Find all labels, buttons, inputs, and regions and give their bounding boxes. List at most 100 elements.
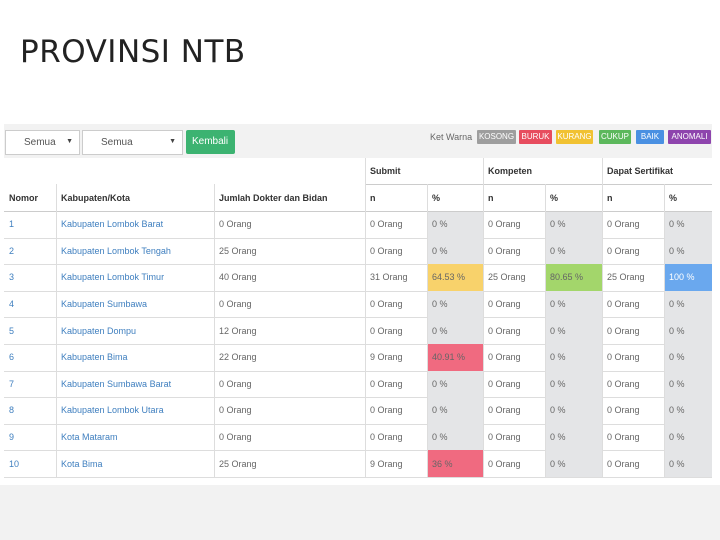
cell-nomor[interactable]: 4 [9,299,15,310]
column-divider [56,184,57,477]
cell-nomor[interactable]: 1 [9,219,15,230]
header-divider [365,184,712,185]
row-divider [4,317,712,319]
cell-submit-n: 31 Orang [370,272,408,283]
cell-submit-pct: 0 % [427,423,483,451]
cell-submit-n: 0 Orang [370,219,403,230]
cell-submit-pct: 40.91 % [427,344,483,371]
cell-jumlah: 0 Orang [219,432,252,443]
column-divider [427,184,428,477]
cell-sertifikat-pct: 0 % [664,370,712,398]
cell-submit-n: 0 Orang [370,405,403,416]
cell-sertifikat-pct: 0 % [664,211,712,238]
cell-kabupaten[interactable]: Kabupaten Lombok Barat [61,219,164,230]
cell-nomor[interactable]: 8 [9,405,15,416]
header-sertifikat-pct: % [669,192,678,203]
legend-badge-anomali: ANOMALI [668,130,711,144]
cell-sertifikat-n: 0 Orang [607,299,640,310]
cell-nomor[interactable]: 9 [9,432,15,443]
cell-submit-pct: 0 % [427,290,483,318]
cell-submit-pct: 0 % [427,397,483,424]
cell-nomor[interactable]: 5 [9,325,15,336]
cell-kabupaten[interactable]: Kabupaten Lombok Utara [61,405,164,416]
cell-kabupaten[interactable]: Kabupaten Sumbawa Barat [61,378,172,389]
cell-jumlah: 0 Orang [219,378,252,389]
header-submit-n: n [370,192,376,203]
cell-submit-pct: 0 % [427,317,483,344]
cell-sertifikat-pct: 0 % [664,317,712,344]
cell-nomor[interactable]: 7 [9,378,15,389]
cell-sertifikat-pct: 0 % [664,397,712,424]
cell-kompeten-n: 0 Orang [488,378,521,389]
chevron-down-icon: ▼ [169,138,176,145]
cell-kompeten-pct: 0 % [545,317,602,344]
cell-sertifikat-pct: 0 % [664,423,712,451]
cell-kompeten-pct: 0 % [545,370,602,398]
cell-submit-n: 9 Orang [370,352,403,363]
cell-kabupaten[interactable]: Kabupaten Lombok Tengah [61,245,171,256]
cell-sertifikat-n: 0 Orang [607,352,640,363]
column-divider [365,158,366,477]
row-divider [4,423,712,425]
cell-sertifikat-pct: 0 % [664,344,712,371]
row-divider [4,237,712,239]
cell-nomor[interactable]: 10 [9,458,20,469]
cell-submit-n: 0 Orang [370,325,403,336]
row-divider [4,397,712,399]
cell-kabupaten[interactable]: Kota Mataram [61,432,118,443]
cell-kompeten-n: 0 Orang [488,299,521,310]
column-divider [664,184,665,477]
column-divider [602,158,603,477]
cell-kompeten-n: 0 Orang [488,325,521,336]
cell-sertifikat-n: 0 Orang [607,458,640,469]
cell-kompeten-n: 0 Orang [488,219,521,230]
cell-jumlah: 12 Orang [219,325,257,336]
cell-kompeten-n: 0 Orang [488,432,521,443]
cell-kabupaten[interactable]: Kabupaten Sumbawa [61,299,148,310]
filter-toolbar: Semua ▼ Semua ▼ Kembali Ket Warna KOSONG… [4,124,712,158]
row-divider [4,370,712,372]
cell-submit-pct: 0 % [427,237,483,265]
cell-submit-pct: 0 % [427,370,483,398]
cell-kompeten-n: 0 Orang [488,458,521,469]
cell-nomor[interactable]: 6 [9,352,15,363]
category-select[interactable]: Semua ▼ [82,130,183,155]
cell-jumlah: 22 Orang [219,352,257,363]
cell-sertifikat-pct: 0 % [664,450,712,477]
column-divider [545,184,546,477]
region-select-value: Semua [24,137,56,148]
cell-sertifikat-pct: 100 % [664,264,712,291]
cell-kabupaten[interactable]: Kota Bima [61,458,103,469]
region-select[interactable]: Semua ▼ [5,130,80,155]
cell-jumlah: 0 Orang [219,299,252,310]
cell-kabupaten[interactable]: Kabupaten Dompu [61,325,137,336]
cell-kabupaten[interactable]: Kabupaten Lombok Timur [61,272,165,283]
cell-sertifikat-pct: 0 % [664,237,712,265]
cell-jumlah: 25 Orang [219,458,257,469]
cell-jumlah: 0 Orang [219,219,252,230]
cell-nomor[interactable]: 3 [9,272,15,283]
header-kabupaten: Kabupaten/Kota [61,192,131,203]
cell-sertifikat-n: 0 Orang [607,405,640,416]
cell-jumlah: 40 Orang [219,272,257,283]
cell-kompeten-pct: 0 % [545,450,602,477]
cell-kompeten-pct: 0 % [545,290,602,318]
cell-sertifikat-pct: 0 % [664,290,712,318]
cell-submit-pct: 64.53 % [427,264,483,291]
header-submit-pct: % [432,192,441,203]
row-divider [4,344,712,345]
row-divider [4,450,712,452]
back-button[interactable]: Kembali [186,130,235,154]
row-divider [4,264,712,266]
column-divider [214,184,215,477]
row-divider [4,477,712,478]
cell-submit-pct: 0 % [427,211,483,238]
cell-submit-n: 0 Orang [370,432,403,443]
cell-sertifikat-n: 25 Orang [607,272,645,283]
cell-kompeten-n: 25 Orang [488,272,526,283]
cell-sertifikat-n: 0 Orang [607,432,640,443]
cell-nomor[interactable]: 2 [9,245,15,256]
legend-badge-kurang: KURANG [556,130,593,144]
cell-kabupaten[interactable]: Kabupaten Bima [61,352,128,363]
cell-kompeten-pct: 0 % [545,344,602,371]
